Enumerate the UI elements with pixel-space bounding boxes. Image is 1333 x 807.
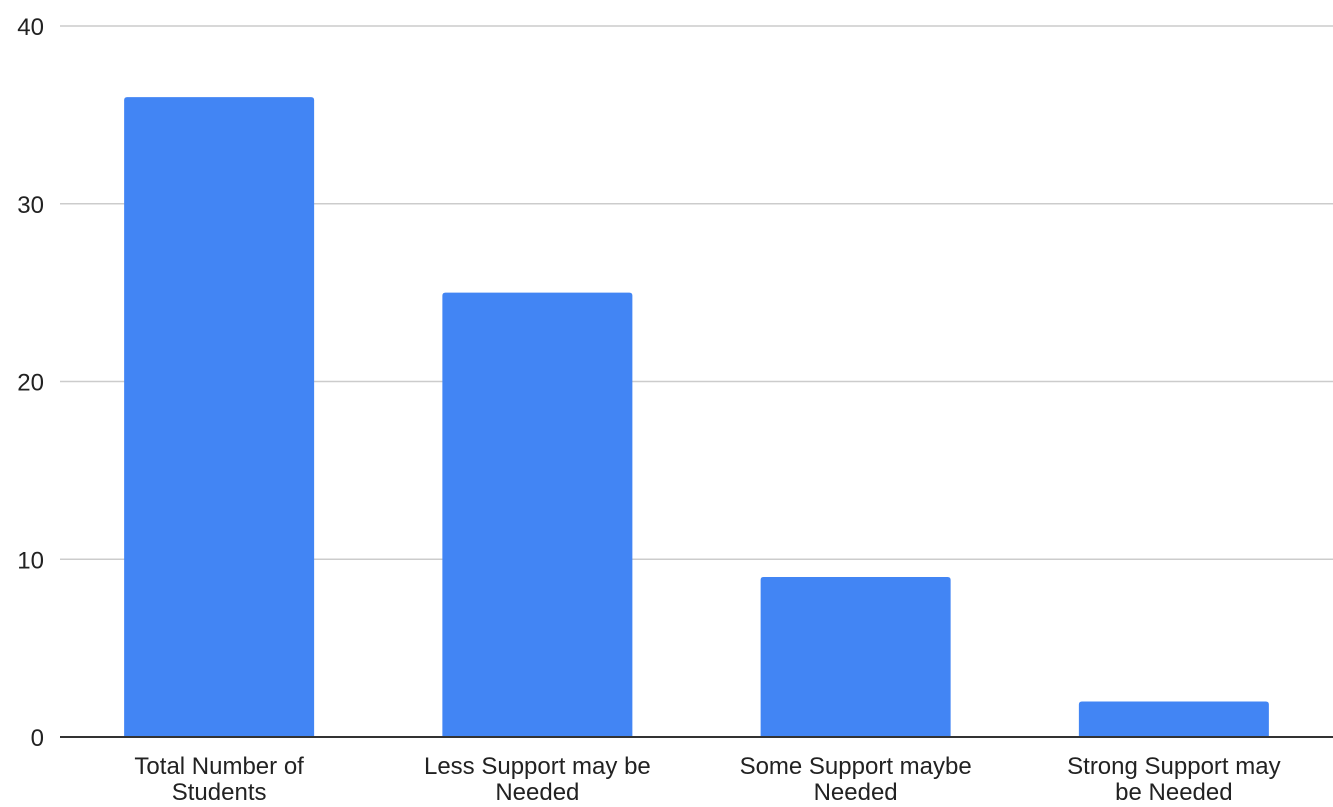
bar (442, 292, 633, 737)
x-category-label: Some Support maybe Needed (740, 753, 972, 806)
x-category-label-line: Less Support may be (424, 753, 651, 780)
x-category-label-line: Students (172, 779, 267, 806)
bar (1078, 701, 1269, 737)
x-axis-category-labels: Total Number of Students Less Support may … (134, 753, 1280, 806)
x-category-label: Less Support may be Needed (424, 753, 651, 806)
y-tick-label: 40 (17, 14, 44, 41)
x-category-label-line: Strong Support may (1067, 753, 1280, 780)
y-tick-label: 20 (17, 370, 44, 397)
x-category-label: Strong Support may be Needed (1067, 753, 1280, 806)
y-tick-label: 30 (17, 192, 44, 219)
y-tick-label: 10 (17, 547, 44, 574)
bars (124, 97, 1269, 738)
bar (760, 577, 951, 737)
x-category-label-line: be Needed (1115, 779, 1232, 806)
x-category-label-line: Total Number of (134, 753, 304, 780)
x-category-label-line: Some Support maybe (740, 753, 972, 780)
bar (124, 97, 315, 738)
x-category-label-line: Needed (814, 779, 898, 806)
x-category-label-line: Needed (495, 779, 579, 806)
y-tick-label: 0 (31, 725, 44, 752)
x-category-label: Total Number of Students (134, 753, 304, 806)
y-axis-tick-labels: 0 10 20 30 40 (17, 14, 44, 752)
